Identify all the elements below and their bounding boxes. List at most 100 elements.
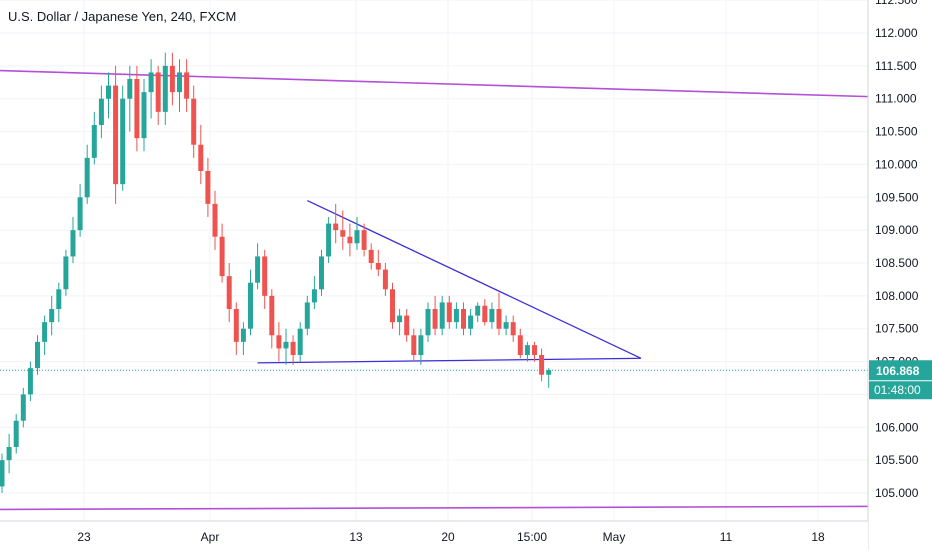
candle-body	[290, 341, 296, 355]
candle-body	[56, 289, 62, 309]
candle-body	[418, 335, 424, 355]
candle-body	[233, 309, 239, 342]
candle-body	[496, 309, 502, 329]
candle-body	[482, 305, 488, 323]
candle-body	[347, 236, 353, 244]
candle-body	[98, 98, 104, 125]
candle-body	[297, 328, 303, 355]
candle-body	[205, 171, 211, 204]
candle-body	[404, 315, 410, 336]
candle-body	[106, 85, 111, 99]
candle-body	[468, 315, 474, 329]
candle-body	[70, 230, 76, 257]
y-tick-label: 105.000	[875, 486, 919, 500]
countdown-value: 01:48:00	[874, 383, 921, 397]
y-tick-label: 111.000	[875, 92, 917, 106]
candle-body	[191, 98, 197, 145]
candle-body	[304, 302, 310, 329]
candle-body	[503, 322, 509, 329]
candle-body	[539, 355, 545, 375]
candle-body	[262, 256, 268, 296]
candle-body	[226, 276, 232, 309]
candle-body	[354, 230, 360, 244]
candle-body	[283, 341, 289, 349]
candle-body	[248, 282, 253, 329]
time-axis-bg	[0, 521, 868, 550]
candle-body	[361, 230, 367, 250]
candle-body	[212, 203, 218, 237]
candle-body	[489, 309, 495, 323]
candle-body	[77, 197, 83, 231]
candle-body	[546, 370, 552, 375]
candle-body	[461, 309, 466, 329]
y-tick-label: 110.500	[875, 125, 918, 139]
candle-body	[148, 72, 154, 93]
chart-title: U.S. Dollar / Japanese Yen, 240, FXCM	[8, 9, 236, 24]
candle-body	[120, 98, 126, 185]
candle-body	[439, 302, 445, 329]
y-tick-label: 109.500	[875, 190, 919, 204]
x-tick-label: 15:00	[517, 530, 547, 544]
candle-body	[453, 309, 459, 323]
y-tick-label: 110.000	[875, 157, 918, 171]
x-tick-label: 18	[811, 530, 825, 544]
candle-body	[169, 65, 175, 93]
candle-body	[411, 335, 417, 355]
candle-body	[319, 256, 324, 290]
y-tick-label: 109.000	[875, 223, 919, 237]
candle-body	[42, 322, 48, 342]
y-tick-label: 106.000	[875, 420, 919, 434]
price-axis-bg	[868, 0, 932, 550]
candle-body	[141, 92, 147, 139]
candle-body	[240, 328, 246, 342]
y-tick-label: 105.500	[875, 453, 919, 467]
candle-body	[532, 345, 537, 355]
candle-body	[311, 289, 317, 303]
candle-body	[255, 256, 261, 283]
x-tick-label: 20	[441, 530, 455, 544]
y-tick-label: 107.500	[875, 322, 919, 336]
channel-lower-line	[0, 505, 932, 511]
candle-body	[113, 85, 119, 185]
candle-body	[134, 79, 140, 139]
candle-body	[390, 289, 395, 323]
candle-body	[446, 302, 452, 323]
candle-body	[375, 263, 381, 270]
candle-body	[198, 144, 204, 171]
candle-body	[91, 125, 97, 158]
candle-body	[326, 223, 332, 257]
countdown-bg	[869, 381, 932, 400]
candle-body	[269, 295, 275, 336]
price-tag-bg	[869, 360, 932, 381]
candle-body	[333, 223, 339, 231]
candle-body	[432, 309, 438, 329]
candle-body	[49, 309, 55, 323]
price-tag-value: 106.868	[876, 364, 920, 378]
candle-body	[177, 72, 182, 93]
candle-body	[35, 341, 40, 369]
candle-body	[425, 309, 431, 336]
candle-body	[510, 322, 516, 336]
triangle-lower-line	[257, 357, 642, 364]
x-tick-label: 13	[349, 530, 363, 544]
candle-body	[276, 335, 282, 349]
candle-body	[84, 157, 90, 198]
channel-upper-line	[0, 69, 932, 100]
y-tick-label: 108.000	[875, 289, 919, 303]
candle-body	[155, 72, 161, 112]
x-tick-label: Apr	[201, 530, 220, 544]
candle-body	[162, 65, 168, 112]
x-tick-label: May	[603, 530, 626, 544]
candle-body	[382, 269, 388, 290]
candle-body	[340, 230, 346, 237]
candle-body	[517, 335, 523, 355]
price-tag: 106.868 01:48:00	[869, 360, 932, 400]
candle-body	[524, 345, 530, 355]
y-tick-label: 112.500	[875, 0, 918, 7]
x-tick-label: 23	[77, 530, 91, 544]
candle-body	[0, 460, 5, 487]
candle-body	[63, 256, 69, 290]
y-tick-label: 111.500	[875, 59, 917, 73]
